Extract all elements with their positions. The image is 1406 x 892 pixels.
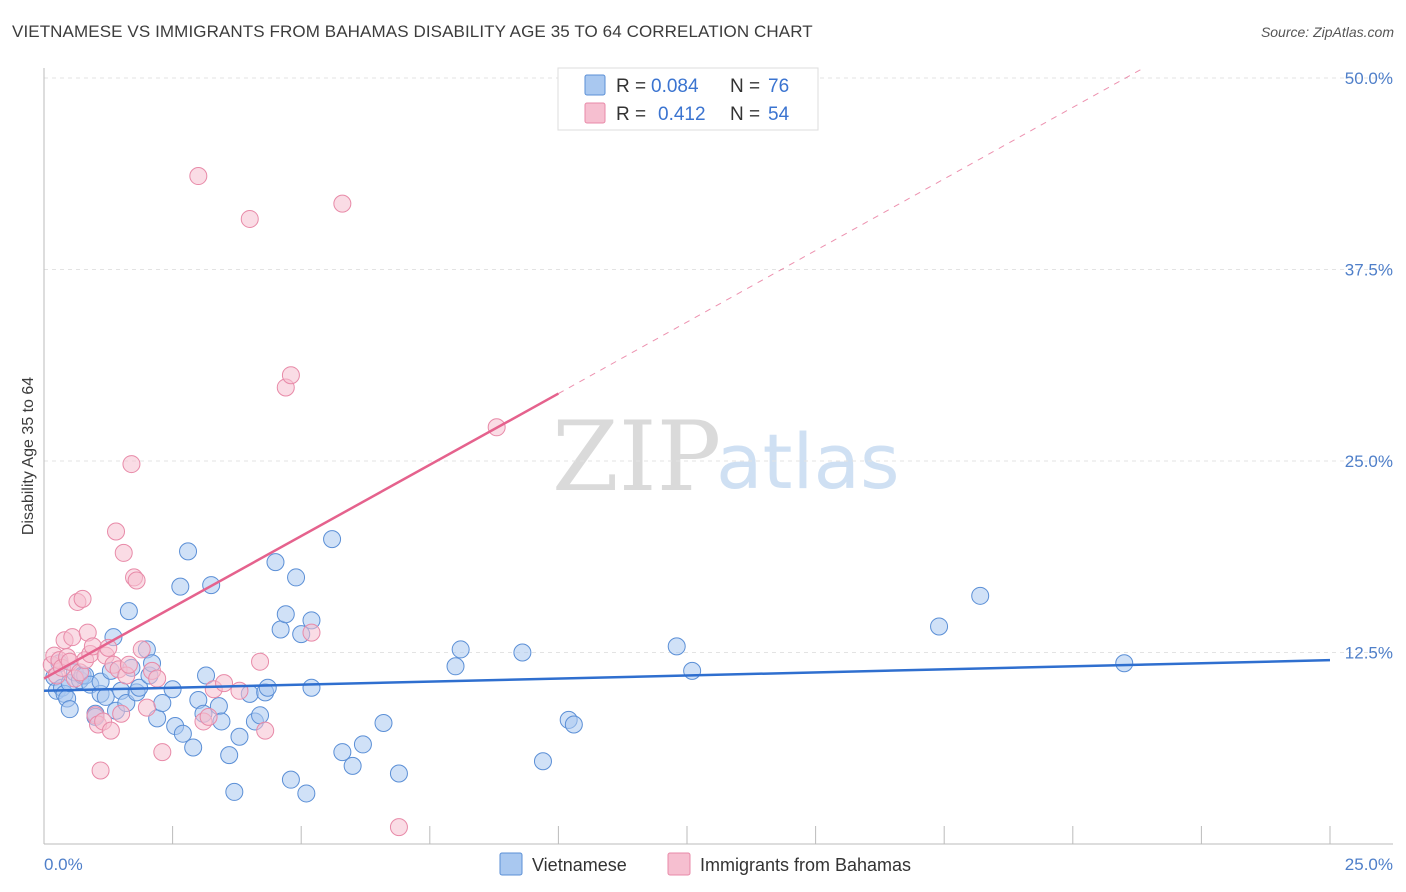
bahamas-point [302, 623, 321, 642]
bahamas-point [240, 209, 259, 228]
bahamas-point [112, 704, 131, 723]
vietnamese-point [184, 738, 203, 757]
bahamas-point [127, 571, 146, 590]
legend-n-value-2: 54 [768, 104, 790, 125]
bahamas-point [215, 674, 234, 693]
legend-r-value-2: 0.412 [658, 104, 706, 125]
bottom-legend: Vietnamese Immigrants from Bahamas [499, 852, 911, 876]
vietnamese-point [225, 782, 244, 801]
bottom-legend-swatch-vietnamese [499, 852, 523, 876]
y-tick-label-2: 37.5% [1345, 261, 1393, 280]
vietnamese-point [266, 553, 285, 572]
bahamas-trend-extension [558, 66, 1146, 395]
vietnamese-point [343, 756, 362, 775]
x-tick-label-start: 0.0% [44, 855, 83, 874]
vietnamese-trend-line [43, 658, 1331, 693]
bahamas-point [199, 707, 218, 726]
legend-r-value-1: 0.084 [651, 76, 699, 97]
vietnamese-point [446, 657, 465, 676]
x-tick-labels: 0.0% 25.0% [44, 855, 1393, 874]
bahamas-point [107, 522, 126, 541]
vietnamese-point [374, 713, 393, 732]
y-tick-label-0: 12.5% [1345, 644, 1393, 663]
y-tick-labels: 12.5% 25.0% 37.5% 50.0% [1345, 69, 1393, 663]
vietnamese-point [297, 784, 316, 803]
vietnamese-point [287, 568, 306, 587]
bottom-legend-swatch-bahamas [667, 852, 691, 876]
bahamas-point [153, 743, 172, 762]
legend-n-label-1: N = [730, 76, 760, 97]
legend-n-label-2: N = [730, 104, 760, 125]
vietnamese-point [230, 727, 249, 746]
vietnamese-point [220, 746, 239, 765]
bahamas-point [119, 655, 138, 674]
vietnamese-point [323, 530, 342, 549]
vietnamese-point [333, 743, 352, 762]
vietnamese-point [971, 586, 990, 605]
bahamas-point [251, 652, 270, 671]
legend-swatch-bahamas [584, 102, 606, 124]
bahamas-point [91, 761, 110, 780]
bahamas-point [189, 167, 208, 186]
y-axis-label: Disability Age 35 to 64 [20, 377, 37, 535]
vietnamese-point [353, 735, 372, 754]
bahamas-point [114, 543, 133, 562]
vietnamese-point [171, 577, 190, 596]
bahamas-point [256, 721, 275, 740]
bahamas-point [148, 669, 167, 688]
vietnamese-point [197, 666, 216, 685]
bahamas-point [137, 698, 156, 717]
vietnamese-point [179, 542, 198, 561]
vietnamese-point [251, 706, 270, 725]
bahamas-points [42, 167, 506, 837]
vietnamese-point [271, 620, 290, 639]
legend-n-value-1: 76 [768, 76, 789, 97]
vietnamese-point [119, 602, 138, 621]
vietnamese-point [389, 764, 408, 783]
bahamas-point [333, 194, 352, 213]
y-tick-label-3: 50.0% [1345, 69, 1393, 88]
vietnamese-point [683, 661, 702, 680]
vietnamese-point [930, 617, 949, 636]
legend-r-label-2: R = [616, 104, 646, 125]
vietnamese-point [302, 678, 321, 697]
vietnamese-point [451, 640, 470, 659]
vietnamese-point [60, 700, 79, 719]
vietnamese-point [163, 680, 182, 699]
bahamas-point [101, 721, 120, 740]
vietnamese-point [667, 637, 686, 656]
bahamas-point [122, 455, 141, 474]
trend-lines [43, 66, 1331, 693]
bahamas-point [389, 818, 408, 837]
vietnamese-point [533, 752, 552, 771]
bahamas-point [281, 366, 300, 385]
axes [43, 68, 1393, 845]
watermark-zip: ZIP [552, 401, 721, 513]
vietnamese-point [173, 724, 192, 743]
legend-r-label-1: R = [616, 76, 646, 97]
vietnamese-point [281, 770, 300, 789]
bottom-legend-vietnamese: Vietnamese [532, 855, 627, 875]
vietnamese-point [513, 643, 532, 662]
bahamas-point [73, 589, 92, 608]
legend: R = 0.084 N = 76 R = 0.412 N = 54 [557, 67, 819, 131]
bahamas-trend-line [43, 392, 560, 680]
bottom-legend-bahamas: Immigrants from Bahamas [700, 855, 911, 875]
vietnamese-point [1115, 654, 1134, 673]
y-tick-label-1: 25.0% [1345, 452, 1393, 471]
source-label: Source: ZipAtlas.com [1260, 24, 1394, 40]
vietnamese-points [45, 530, 1134, 803]
chart-title: VIETNAMESE VS IMMIGRANTS FROM BAHAMAS DI… [12, 22, 813, 41]
x-tick-label-end: 25.0% [1345, 855, 1393, 874]
vietnamese-point [564, 715, 583, 734]
vietnamese-point [276, 605, 295, 624]
vietnamese-point [258, 678, 277, 697]
bahamas-point [132, 640, 151, 659]
legend-swatch-vietnamese [584, 74, 606, 96]
bahamas-point [63, 628, 82, 647]
